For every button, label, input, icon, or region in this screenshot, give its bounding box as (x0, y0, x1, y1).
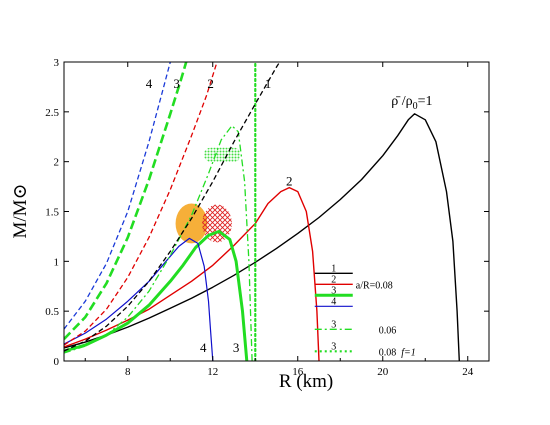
curve-label: 1 (265, 76, 272, 91)
curve-label: 2 (286, 174, 293, 189)
series-line-7 (64, 62, 188, 341)
highlight-regions (175, 147, 241, 244)
legend-number: 2 (331, 274, 336, 285)
legend-number: 3 (331, 319, 336, 330)
x-tick-label: 16 (292, 366, 304, 378)
legend-number: 3 (331, 285, 336, 296)
curve-label: 4 (200, 340, 207, 355)
region-0 (175, 203, 208, 244)
series-line-1 (64, 186, 320, 361)
curve-labels: 4 3 2 124 3ρ̄ /ρ0=1 (146, 76, 433, 355)
y-tick-label: 3 (54, 57, 60, 69)
legend-number: 1 (331, 263, 336, 274)
curve-label: 3 (233, 340, 240, 355)
legend-text: 0.06 (379, 325, 397, 336)
curve-label: 3 (173, 76, 180, 91)
x-tick-label: 24 (462, 366, 474, 378)
region-2 (204, 147, 241, 162)
y-tick-label: 2.5 (45, 107, 59, 119)
legend-number: 3 (331, 341, 336, 352)
y-tick-label: 1 (54, 256, 60, 268)
region-1 (202, 204, 232, 243)
series-line-3 (64, 237, 214, 361)
y-tick-label: 2 (54, 157, 60, 169)
x-axis-ticks: 8 12 16 20 24 (84, 62, 474, 378)
y-axis-ticks: 0 0.5 1 1.5 2 2.5 3 (45, 57, 489, 368)
series-line-8 (64, 62, 218, 346)
series-line-4 (64, 125, 253, 361)
series-line-2 (64, 229, 249, 361)
legend-text: 0.08 f=1 (379, 347, 416, 358)
series-lines (64, 62, 460, 361)
y-axis-label: M/M⊙ (10, 184, 31, 239)
y-tick-label: 0 (54, 356, 60, 368)
legend-number: 4 (331, 296, 336, 307)
series-line-0 (64, 113, 460, 361)
x-axis-label: R (km) (279, 371, 333, 392)
density-ratio-label: ρ̄ /ρ0=1 (391, 94, 432, 112)
legend-text: a/R=0.08 (356, 280, 393, 291)
x-tick-label: 8 (125, 366, 131, 378)
series-line-6 (64, 62, 171, 330)
curve-label: 2 (207, 76, 214, 91)
curve-label: 4 (146, 76, 153, 91)
x-tick-label: 20 (377, 366, 389, 378)
y-tick-label: 1.5 (45, 207, 59, 219)
x-tick-label: 12 (207, 366, 218, 378)
y-tick-label: 0.5 (45, 306, 59, 318)
